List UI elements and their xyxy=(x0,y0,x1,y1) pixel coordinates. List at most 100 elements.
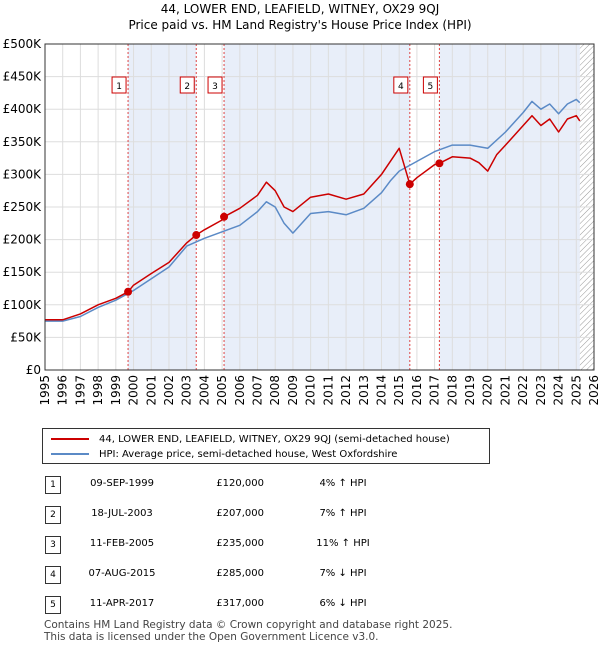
footer-copyright: Contains HM Land Registry data © Crown c… xyxy=(44,619,453,631)
x-tick-label: 2013 xyxy=(357,375,371,406)
sale-label-number: 1 xyxy=(116,82,122,92)
y-tick-label: £0 xyxy=(26,363,41,377)
x-tick-label: 2022 xyxy=(516,375,530,406)
row-number: 5 xyxy=(45,596,61,614)
row-price: £207,000 xyxy=(216,508,264,519)
sale-point xyxy=(220,212,229,221)
legend-label-hpi: HPI: Average price, semi-detached house,… xyxy=(99,448,398,460)
sale-label-box: 3 xyxy=(207,76,223,94)
price-chart: 1 2 3 4 5 £0 £50K £100K £150K £200K £250K £300K £35… xyxy=(3,37,600,406)
x-tick-label: 2026 xyxy=(587,375,600,406)
table-row: 2 18-JUL-2003 £207,000 7% ↑ HPI xyxy=(42,500,462,530)
x-tick-label: 2025 xyxy=(569,375,583,406)
x-tick-label: 2017 xyxy=(428,375,442,406)
sale-label-frame xyxy=(422,76,438,94)
row-number: 4 xyxy=(45,566,61,584)
y-tick-label: £500K xyxy=(3,37,43,51)
x-tick-label: 1995 xyxy=(38,375,52,406)
y-tick-label: £200K xyxy=(3,233,43,247)
footer: Contains HM Land Registry data © Crown c… xyxy=(44,619,452,643)
x-tick-label: 2008 xyxy=(268,375,282,406)
y-tick-label: £250K xyxy=(3,200,43,214)
row-date: 09-SEP-1999 xyxy=(90,478,154,489)
sale-label-box: 4 xyxy=(393,76,409,94)
legend-item-hpi: HPI: Average price, semi-detached house,… xyxy=(51,446,397,462)
sale-point xyxy=(405,180,414,189)
x-tick-label: 2023 xyxy=(534,375,548,406)
row-number: 3 xyxy=(45,536,61,554)
sale-label-frame xyxy=(393,76,409,94)
x-tick-label: 2020 xyxy=(481,375,495,406)
row-hpi-diff: 7% ↓ HPI xyxy=(319,568,367,579)
legend-swatch-property xyxy=(51,438,89,440)
sale-label-number: 2 xyxy=(184,82,190,92)
row-date: 11-FEB-2005 xyxy=(89,538,155,549)
plot-frame xyxy=(44,43,595,371)
x-tick-label: 2014 xyxy=(374,375,388,406)
x-tick-label: 1999 xyxy=(109,375,123,406)
chart-legend: 44, LOWER END, LEAFIELD, WITNEY, OX29 9Q… xyxy=(42,428,490,464)
table-row: 3 11-FEB-2005 £235,000 11% ↑ HPI xyxy=(42,530,462,560)
sale-point xyxy=(124,287,133,296)
x-tick-label: 1998 xyxy=(91,375,105,406)
row-hpi-diff: 6% ↓ HPI xyxy=(319,598,367,609)
sale-point xyxy=(435,159,444,168)
y-tick-label: £300K xyxy=(3,167,43,181)
x-tick-label: 2015 xyxy=(392,375,406,406)
x-tick-label: 2024 xyxy=(552,375,566,406)
y-tick-label: £50K xyxy=(10,330,42,344)
y-tick-label: £150K xyxy=(3,265,43,279)
sale-label-box: 2 xyxy=(179,76,195,94)
x-tick-label: 2007 xyxy=(251,375,265,406)
x-tick-label: 2021 xyxy=(498,375,512,406)
x-tick-label: 2010 xyxy=(304,375,318,406)
row-date: 11-APR-2017 xyxy=(89,598,155,609)
x-tick-label: 2002 xyxy=(162,375,176,406)
row-number: 2 xyxy=(45,506,61,524)
y-tick-label: £350K xyxy=(3,135,43,149)
row-price: £235,000 xyxy=(216,538,264,549)
row-date: 07-AUG-2015 xyxy=(88,568,156,579)
x-tick-label: 2001 xyxy=(144,375,158,406)
chart-title: 44, LOWER END, LEAFIELD, WITNEY, OX29 9Q… xyxy=(160,2,440,16)
legend-label-property: 44, LOWER END, LEAFIELD, WITNEY, OX29 9Q… xyxy=(99,433,450,445)
y-tick-label: £400K xyxy=(3,102,43,116)
sale-label-box: 1 xyxy=(111,76,127,94)
sale-label-number: 4 xyxy=(398,82,404,92)
x-tick-label: 2004 xyxy=(197,375,211,406)
row-number: 1 xyxy=(45,476,61,494)
sale-label-box: 5 xyxy=(422,76,438,94)
table-row: 5 11-APR-2017 £317,000 6% ↓ HPI xyxy=(42,590,462,620)
sale-label-frame xyxy=(179,76,195,94)
x-tick-label: 1996 xyxy=(56,375,70,406)
table-row: 1 09-SEP-1999 £120,000 4% ↑ HPI xyxy=(42,470,462,500)
chart-subtitle: Price paid vs. HM Land Registry's House … xyxy=(128,18,472,32)
x-tick-label: 2019 xyxy=(463,375,477,406)
table-row: 4 07-AUG-2015 £285,000 7% ↓ HPI xyxy=(42,560,462,590)
row-hpi-diff: 11% ↑ HPI xyxy=(316,538,370,549)
row-price: £317,000 xyxy=(216,598,264,609)
legend-item-property: 44, LOWER END, LEAFIELD, WITNEY, OX29 9Q… xyxy=(51,431,450,447)
x-tick-label: 2009 xyxy=(286,375,300,406)
y-tick-label: £450K xyxy=(3,70,43,84)
x-tick-label: 2005 xyxy=(215,375,229,406)
sale-label-number: 5 xyxy=(428,82,434,92)
x-tick-label: 2018 xyxy=(445,375,459,406)
y-tick-label: £100K xyxy=(3,298,43,312)
x-tick-label: 2003 xyxy=(180,375,194,406)
hpi-series-line xyxy=(45,98,581,322)
row-price: £120,000 xyxy=(216,478,264,489)
row-hpi-diff: 4% ↑ HPI xyxy=(319,478,367,489)
x-tick-label: 2016 xyxy=(410,375,424,406)
row-hpi-diff: 7% ↑ HPI xyxy=(319,508,367,519)
legend-swatch-hpi xyxy=(51,453,89,455)
sale-label-frame xyxy=(207,76,223,94)
sale-point xyxy=(192,231,201,240)
sale-label-number: 3 xyxy=(212,82,218,92)
x-tick-label: 2012 xyxy=(339,375,353,406)
x-tick-label: 1997 xyxy=(73,375,87,406)
x-tick-label: 2000 xyxy=(127,375,141,406)
x-tick-label: 2011 xyxy=(321,375,335,406)
sale-label-frame xyxy=(111,76,127,94)
row-price: £285,000 xyxy=(216,568,264,579)
